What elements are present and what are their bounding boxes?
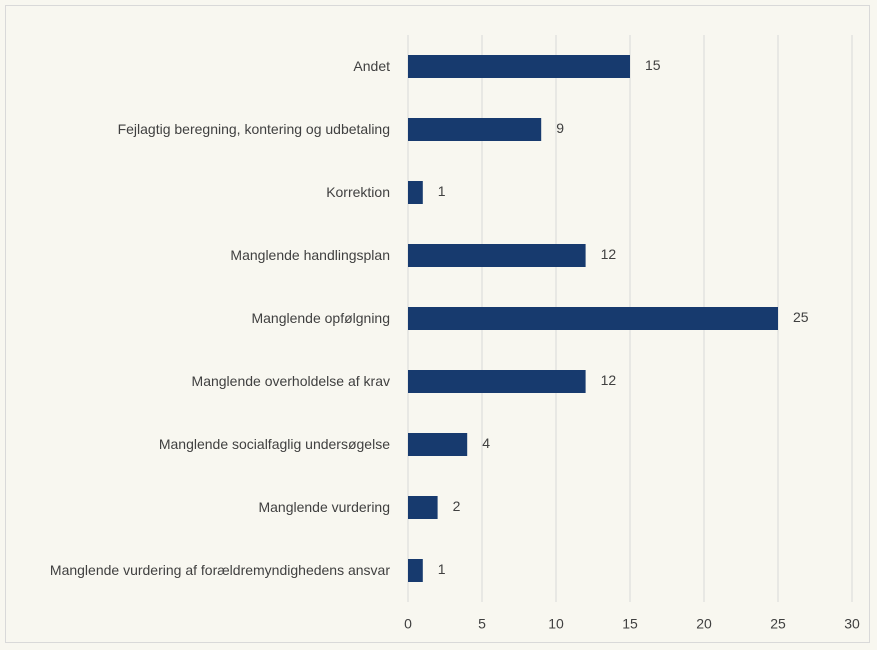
y-tick-label: Manglende handlingsplan [230, 226, 390, 286]
bar [408, 370, 586, 393]
bar [408, 55, 630, 78]
value-label: 25 [793, 309, 809, 325]
x-tick-label: 30 [844, 616, 860, 632]
category-text: Fejlagtig beregning, kontering og udbeta… [117, 121, 390, 137]
category-text: Manglende overholdelse af krav [191, 373, 390, 389]
bar [408, 433, 468, 456]
category-text: Manglende handlingsplan [230, 247, 390, 263]
x-tick-label: 15 [622, 616, 638, 632]
category-text: Manglende socialfaglig undersøgelse [158, 436, 390, 452]
bar [408, 559, 423, 582]
value-label: 12 [601, 246, 617, 262]
category-text: Manglende vurdering af forældremyndighed… [49, 562, 390, 578]
bar [408, 307, 778, 330]
bar [408, 496, 438, 519]
y-tick-label: Manglende vurdering af forældremyndighed… [50, 541, 390, 601]
y-tick-label: Manglende socialfaglig undersøgelse [159, 415, 390, 475]
y-tick-label: Manglende opfølgning [251, 289, 390, 349]
category-text: Manglende vurdering [258, 499, 390, 515]
value-label: 1 [438, 561, 446, 577]
bar [408, 244, 586, 267]
bar [408, 181, 423, 204]
x-tick-label: 5 [478, 616, 486, 632]
bar [408, 118, 542, 141]
chart-border [5, 5, 870, 643]
y-tick-label: Fejlagtig beregning, kontering og udbeta… [118, 100, 390, 160]
value-label: 15 [645, 57, 661, 73]
y-tick-label: Manglende vurdering [258, 478, 390, 538]
x-tick-label: 20 [696, 616, 712, 632]
value-label: 9 [556, 120, 564, 136]
category-text: Manglende opfølgning [251, 310, 390, 326]
x-tick-label: 10 [548, 616, 564, 632]
category-text: Andet [353, 58, 390, 74]
y-tick-label: Korrektion [326, 163, 390, 223]
category-text: Korrektion [326, 184, 390, 200]
value-label: 12 [601, 372, 617, 388]
y-tick-label: Andet [353, 37, 390, 97]
x-tick-label: 25 [770, 616, 786, 632]
value-label: 1 [438, 183, 446, 199]
x-tick-label: 0 [404, 616, 412, 632]
value-label: 2 [453, 498, 461, 514]
y-tick-label: Manglende overholdelse af krav [192, 352, 390, 412]
value-label: 4 [482, 435, 490, 451]
